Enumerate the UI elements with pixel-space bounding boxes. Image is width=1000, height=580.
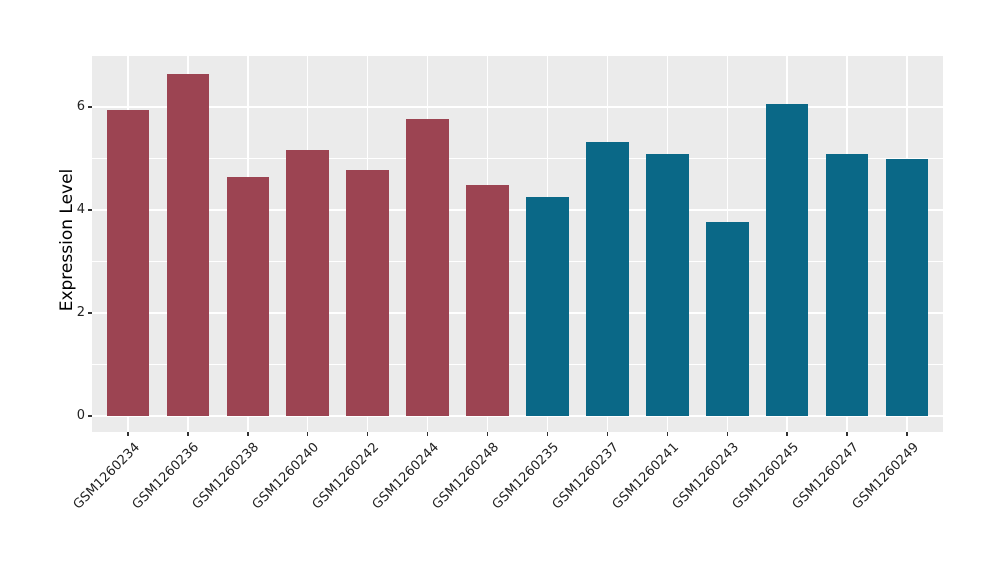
x-tick-mark [726, 432, 728, 436]
y-tick-label: 2 [76, 305, 85, 320]
bar [286, 149, 329, 416]
y-gridline-minor [92, 364, 943, 365]
x-tick-mark [426, 432, 429, 436]
x-tick-mark [486, 432, 489, 436]
x-tick-mark [127, 432, 129, 436]
y-tick-mark [88, 312, 92, 314]
y-gridline-major [92, 415, 943, 417]
bar [765, 103, 809, 416]
y-tick-label: 4 [76, 202, 85, 217]
y-axis-title: Expression Level [57, 168, 77, 312]
y-tick-label: 6 [76, 99, 85, 114]
x-tick-mark [786, 432, 788, 436]
y-tick-mark [88, 415, 92, 417]
x-tick-mark [247, 432, 249, 436]
bar [646, 154, 689, 416]
x-tick-mark [666, 432, 669, 436]
bar [406, 118, 449, 416]
bar [526, 196, 569, 416]
bar [466, 184, 509, 416]
y-gridline-major [92, 312, 943, 314]
bar [106, 109, 150, 416]
y-gridline-minor [92, 158, 943, 159]
x-tick-mark [546, 432, 549, 436]
y-tick-label: 0 [76, 408, 85, 423]
y-gridline-major [92, 209, 943, 211]
bar [586, 142, 629, 416]
x-tick-mark [187, 432, 189, 436]
x-tick-mark [366, 432, 369, 436]
y-tick-mark [88, 106, 92, 108]
bar [166, 73, 210, 416]
x-tick-mark [306, 432, 309, 436]
bar [346, 169, 389, 416]
bar [885, 158, 929, 416]
bar [706, 221, 749, 416]
x-tick-mark [906, 432, 908, 436]
bar [825, 154, 869, 416]
y-tick-mark [88, 209, 92, 211]
x-tick-mark [846, 432, 848, 436]
chart-panel [92, 56, 943, 432]
x-tick-mark [606, 432, 609, 436]
y-gridline-minor [92, 261, 943, 262]
y-gridline-major [92, 106, 943, 108]
bar [226, 176, 270, 416]
